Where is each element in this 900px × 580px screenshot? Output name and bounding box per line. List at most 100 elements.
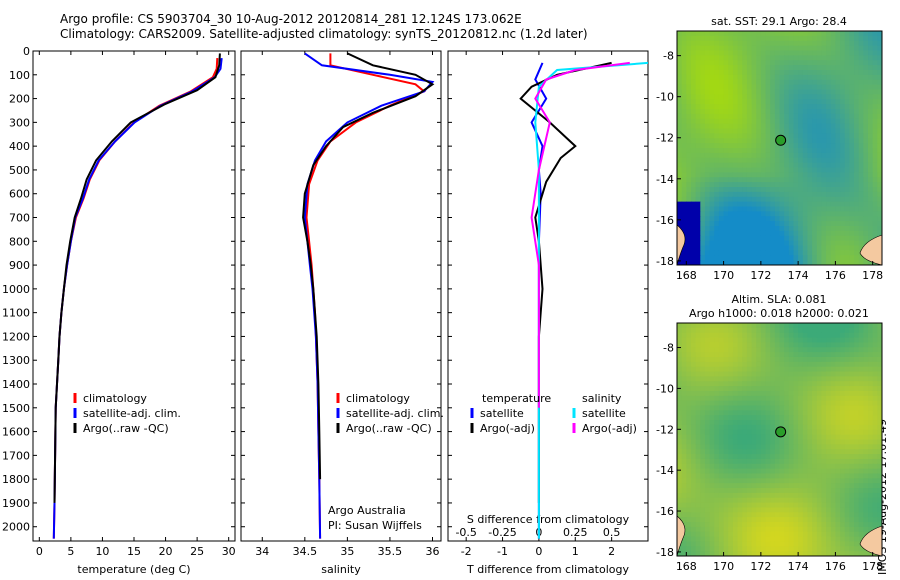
map-cell: [709, 148, 715, 154]
map-cell: [746, 449, 753, 455]
map-cell: [756, 483, 762, 489]
map-cell: [812, 512, 818, 518]
map-cell: [830, 201, 836, 207]
map-cell: [700, 444, 706, 450]
map-cell: [756, 497, 762, 504]
map-cell: [793, 152, 799, 159]
map-cell: [681, 143, 687, 149]
map-cell: [779, 260, 785, 266]
map-cell: [686, 187, 692, 193]
map-cell: [746, 196, 753, 203]
map-cell: [681, 104, 687, 110]
map-cell: [677, 99, 683, 105]
map-cell: [826, 206, 832, 212]
map-cell: [723, 400, 729, 407]
map-cell: [798, 366, 804, 373]
map-cell: [830, 454, 836, 460]
map-cell: [807, 118, 813, 125]
map-cell: [737, 191, 743, 198]
map-cell: [765, 420, 771, 426]
map-cell: [798, 483, 804, 489]
map-cell: [686, 74, 692, 81]
map-cell: [844, 226, 850, 232]
map-cell: [793, 352, 799, 358]
map-cell: [746, 522, 753, 528]
map-cell: [854, 109, 860, 115]
map-cell: [770, 45, 776, 51]
map-cell: [704, 148, 711, 154]
map-cell: [868, 444, 874, 450]
map-cell: [695, 196, 701, 203]
map-cell: [868, 502, 874, 508]
map-cell: [816, 152, 822, 159]
map-cell: [686, 352, 692, 358]
map-cell: [798, 55, 804, 61]
map-cell: [732, 507, 739, 513]
map-cell: [677, 148, 683, 154]
map-cell: [732, 230, 739, 237]
map-cell: [728, 250, 734, 256]
map-cell: [784, 361, 790, 368]
map-cell: [877, 483, 883, 489]
map-cell: [854, 546, 860, 552]
map-cell: [742, 172, 748, 178]
map-cell: [812, 356, 818, 363]
map-cell: [807, 94, 813, 100]
map-cell: [872, 104, 878, 110]
map-cell: [840, 488, 846, 494]
map-cell: [774, 541, 780, 547]
map-cell: [737, 386, 743, 392]
map-cell: [695, 323, 701, 329]
map-cell: [802, 400, 808, 407]
map-cell: [802, 366, 808, 373]
map-cell: [760, 245, 767, 251]
map-cell: [807, 449, 813, 455]
map-cell: [765, 260, 771, 266]
map-cell: [737, 444, 743, 450]
map-cell: [742, 439, 748, 445]
map-cell: [700, 157, 706, 164]
map-cell: [854, 216, 860, 222]
map-cell: [816, 444, 822, 450]
map-cell: [704, 347, 711, 353]
map-cell: [737, 434, 743, 440]
map-cell: [802, 182, 808, 188]
map-cell: [742, 386, 748, 392]
map-cell: [686, 463, 692, 470]
map-cell: [704, 526, 711, 533]
map-cell: [854, 361, 860, 368]
map-cell: [732, 342, 739, 348]
map-cell: [835, 113, 841, 120]
map-cell: [686, 347, 692, 353]
map-cell: [742, 546, 748, 552]
map-cell: [714, 366, 720, 373]
map-cell: [686, 473, 692, 479]
map-cell: [835, 536, 841, 542]
map-cell: [872, 226, 878, 232]
map-cell: [877, 109, 883, 115]
map-cell: [793, 250, 799, 256]
map-cell: [677, 123, 683, 129]
map-cell: [835, 400, 841, 407]
map-cell: [728, 187, 734, 193]
map-cell: [840, 449, 846, 455]
map-cell: [840, 60, 846, 66]
map-cell: [742, 55, 748, 61]
map-cell: [695, 400, 701, 407]
map-cell: [690, 347, 697, 353]
map-cell: [821, 468, 827, 474]
map-cell: [732, 152, 739, 159]
map-cell: [807, 65, 813, 71]
map-cell: [784, 400, 790, 407]
map-cell: [746, 187, 753, 193]
map-cell: [802, 473, 808, 479]
map-cell: [858, 191, 864, 198]
map-cell: [774, 60, 780, 66]
map-cell: [840, 55, 846, 61]
map-cell: [756, 390, 762, 397]
map-cell: [816, 468, 822, 474]
map-cell: [816, 381, 822, 387]
map-cell: [798, 191, 804, 198]
map-cell: [784, 434, 790, 440]
map-cell: [737, 424, 743, 431]
